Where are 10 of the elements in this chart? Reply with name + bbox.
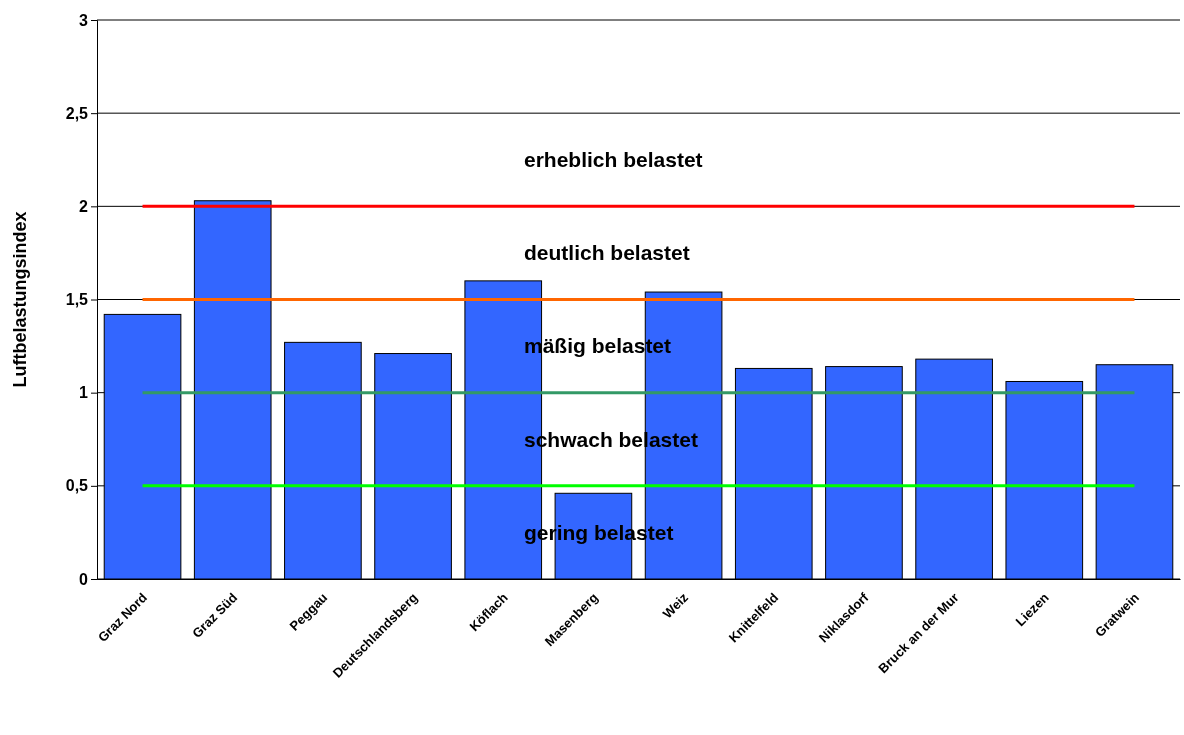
y-tick-label: 2,5 [65, 104, 89, 122]
y-tick-label: 2 [79, 197, 89, 215]
annotation: deutlich belastet [524, 241, 690, 265]
y-tick-label: 3 [79, 11, 89, 29]
annotation: erheblich belastet [524, 148, 703, 172]
y-axis-title: Luftbelastungsindex [10, 211, 30, 388]
y-tick-label: 1 [79, 384, 89, 402]
y-tick-label: 0,5 [65, 477, 89, 495]
y-tick-label: 0 [79, 570, 89, 588]
y-tick-label: 1,5 [65, 291, 89, 309]
